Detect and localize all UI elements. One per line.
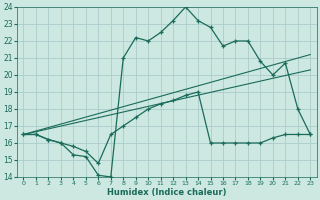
X-axis label: Humidex (Indice chaleur): Humidex (Indice chaleur) bbox=[107, 188, 227, 197]
